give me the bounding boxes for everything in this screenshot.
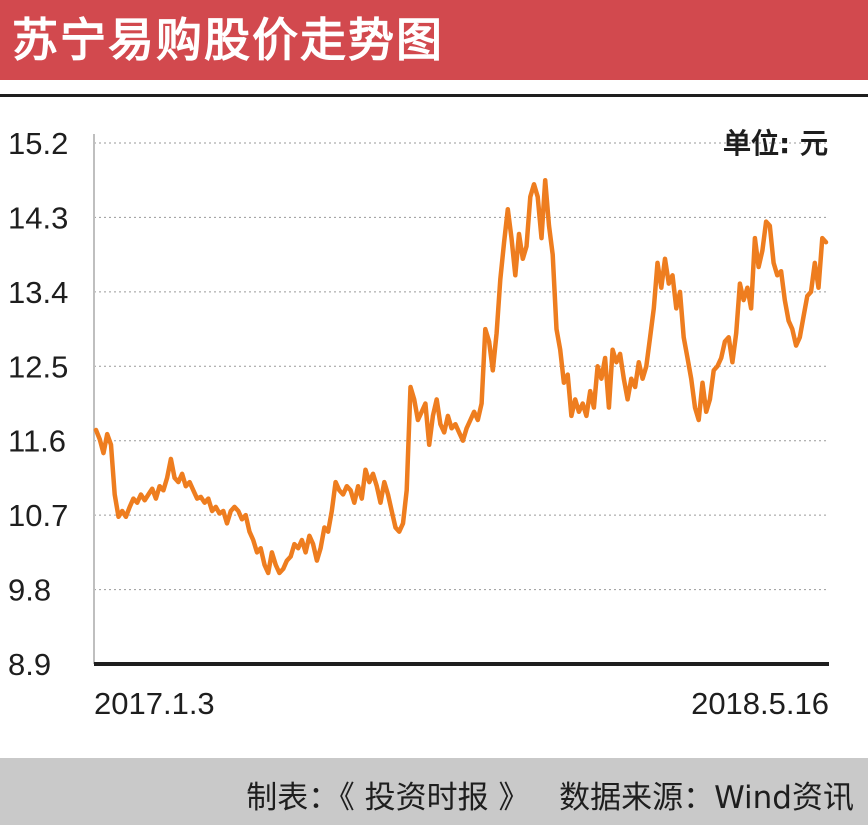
- title-divider: [0, 94, 868, 97]
- title-banner: 苏宁易购股价走势图: [0, 0, 868, 80]
- chart-title: 苏宁易购股价走势图: [12, 13, 444, 67]
- price-series-line: [93, 177, 829, 576]
- y-tick-label: 11.6: [8, 424, 66, 459]
- y-tick-label: 12.5: [8, 349, 68, 384]
- y-tick-label: 14.3: [8, 200, 68, 235]
- y-tick-label: 15.2: [8, 126, 68, 161]
- footer-credits: 制表：《 投资时报 》 数据来源：Wind资讯: [246, 772, 854, 817]
- x-start-label: 2017.1.3: [94, 686, 215, 721]
- source-label: 数据来源：Wind资讯: [559, 780, 854, 816]
- y-tick-label: 13.4: [8, 275, 68, 310]
- y-tick-label: 10.7: [8, 498, 68, 533]
- unit-label: 单位: 元: [723, 127, 828, 160]
- y-tick-label: 9.8: [8, 573, 51, 608]
- y-axis-ticks: 15.2 14.3 13.4 12.5 11.6 10.7 9.8 8.9: [8, 126, 68, 682]
- footer-bar: 制表：《 投资时报 》 数据来源：Wind资讯: [0, 758, 868, 825]
- y-tick-label: 8.9: [8, 647, 51, 682]
- made-by-label: 制表：《 投资时报 》: [246, 780, 530, 816]
- x-end-label: 2018.5.16: [691, 686, 829, 721]
- stock-price-chart: 15.214.313.412.511.610.79.88.9 2017.1.3 …: [8, 126, 829, 721]
